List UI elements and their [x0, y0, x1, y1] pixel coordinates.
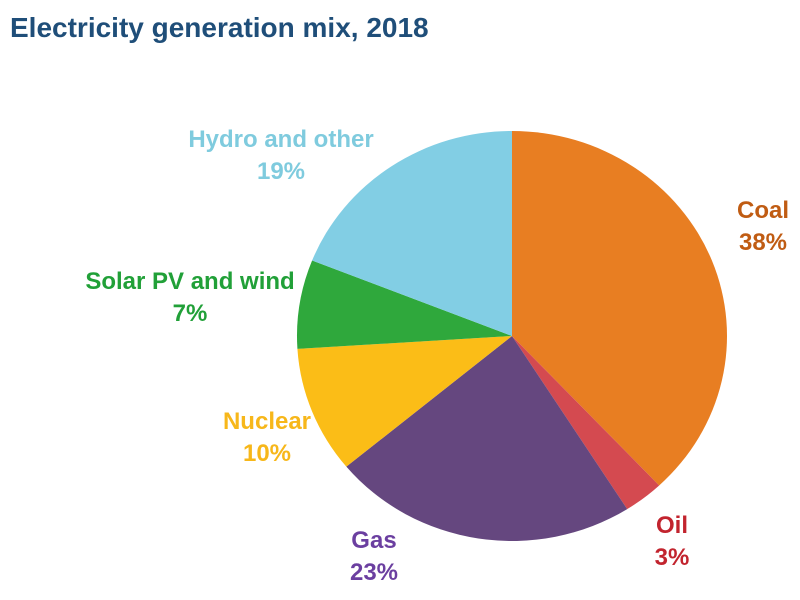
slice-label-name: Oil	[655, 512, 688, 539]
chart-title: Electricity generation mix, 2018	[10, 12, 429, 43]
slice-label-percent: 10%	[242, 440, 292, 467]
slice-label-percent: 7%	[172, 300, 208, 327]
slice-label-name: Coal	[736, 197, 790, 224]
pie-slice-gas	[346, 336, 628, 541]
pie-slice-coal	[512, 131, 728, 486]
slice-label-nuclear: Nuclear 10%	[223, 406, 311, 470]
pie-slice-hydro-and-other	[312, 131, 512, 336]
slice-label-solar-pv-and-wind: Solar PV and wind 7%	[85, 266, 294, 330]
slice-label-name: Nuclear	[222, 408, 312, 435]
slice-label-percent: 3%	[654, 544, 690, 571]
slice-label-name: Solar PV and wind	[85, 268, 295, 295]
pie-slice-oil	[512, 336, 660, 510]
slice-label-name: Gas	[351, 527, 397, 554]
slice-label-gas: Gas 23%	[350, 525, 398, 589]
slice-label-oil: Oil 3%	[655, 510, 690, 574]
pie-slice-nuclear	[297, 336, 512, 467]
slice-label-hydro-and-other: Hydro and other 19%	[188, 124, 373, 188]
slice-label-name: Hydro and other	[188, 126, 374, 153]
slice-label-percent: 23%	[349, 559, 399, 586]
slice-label-coal: Coal 38%	[737, 195, 789, 259]
pie-slice-solar-pv-and-wind	[296, 260, 512, 349]
slice-label-percent: 38%	[738, 229, 788, 256]
slice-label-percent: 19%	[256, 158, 306, 185]
